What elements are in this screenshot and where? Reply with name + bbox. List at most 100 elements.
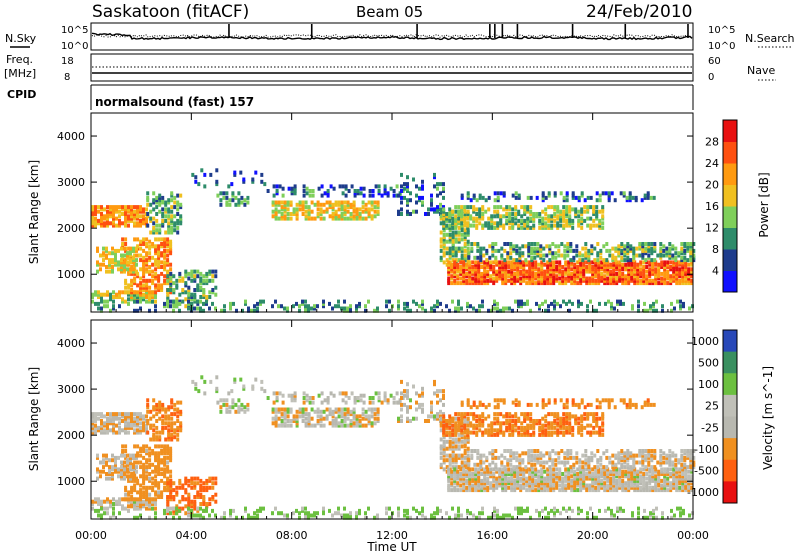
power-cell — [513, 262, 517, 267]
velocity-cell — [145, 492, 149, 497]
power-cell — [176, 202, 180, 207]
velocity-cell — [148, 465, 152, 470]
velocity-cell — [439, 444, 443, 449]
power-cell — [199, 285, 203, 290]
power-cell — [100, 207, 103, 212]
power-cell — [148, 239, 152, 244]
velocity-cell — [567, 483, 571, 488]
velocity-cell — [502, 515, 505, 520]
power-cell — [668, 242, 672, 246]
velocity-cell — [534, 474, 538, 479]
velocity-cell — [187, 513, 190, 518]
velocity-cell — [457, 508, 460, 513]
velocity-cell — [91, 423, 94, 428]
velocity-cell — [398, 400, 402, 405]
power-cell — [657, 262, 661, 267]
velocity-cell — [573, 481, 577, 486]
power-cell — [91, 299, 94, 304]
velocity-cell — [486, 472, 490, 476]
power-cell — [505, 205, 509, 210]
power-cell — [133, 262, 137, 267]
velocity-cell — [307, 416, 311, 421]
power-cell — [193, 269, 197, 274]
power-cell — [445, 239, 449, 244]
power-cell — [103, 221, 106, 226]
power-cell — [654, 262, 658, 267]
velocity-cell — [355, 515, 358, 520]
power-cell — [148, 251, 152, 256]
velocity-cell — [493, 506, 496, 511]
power-cell — [643, 301, 646, 306]
velocity-cell — [181, 485, 185, 490]
velocity-cell — [549, 483, 553, 488]
velocity-cell — [310, 513, 313, 518]
velocity-cell — [193, 481, 197, 486]
velocity-cell — [157, 490, 161, 495]
velocity-cell — [118, 430, 121, 435]
power-cell — [546, 276, 550, 281]
velocity-cell — [96, 453, 99, 458]
power-cell — [445, 225, 449, 230]
power-cell — [562, 198, 566, 203]
power-cell — [160, 253, 164, 258]
velocity-cell — [133, 444, 137, 449]
power-cell — [460, 195, 464, 200]
power-cell — [599, 248, 603, 253]
power-cell — [478, 193, 482, 198]
velocity-cell — [373, 515, 376, 520]
power-cell — [172, 290, 176, 295]
velocity-cell — [169, 490, 173, 495]
power-cell — [442, 242, 446, 246]
velocity-cell — [289, 409, 293, 414]
power-cell — [639, 281, 643, 286]
power-cell — [680, 258, 684, 263]
power-cell — [157, 237, 161, 242]
velocity-cell — [132, 462, 135, 467]
velocity-cell — [199, 513, 202, 518]
power-cell — [123, 253, 126, 258]
power-cell — [243, 202, 247, 207]
power-cell — [624, 281, 628, 286]
power-cell — [627, 267, 631, 272]
power-cell — [430, 202, 433, 207]
velocity-cell — [619, 506, 622, 511]
velocity-cell — [579, 472, 583, 476]
power-cell — [355, 308, 358, 313]
power-cell — [507, 262, 511, 267]
power-cell — [676, 299, 679, 304]
velocity-cell — [445, 458, 449, 463]
power-cell — [133, 276, 137, 281]
velocity-cell — [612, 485, 616, 490]
power-cell — [636, 267, 640, 272]
power-cell — [551, 251, 555, 256]
power-cell — [689, 251, 693, 256]
power-cell — [621, 267, 625, 272]
power-cell — [568, 209, 572, 214]
power-cell — [549, 278, 553, 283]
velocity-cell — [576, 478, 580, 483]
power-cell — [502, 207, 506, 212]
power-cell — [666, 274, 670, 279]
power-cell — [466, 239, 470, 244]
power-cell — [118, 209, 121, 214]
power-cell — [637, 304, 640, 309]
velocity-cell — [135, 453, 138, 458]
power-cell — [317, 186, 321, 191]
velocity-cell — [139, 425, 142, 430]
power-cell — [692, 242, 696, 246]
power-cell — [533, 255, 537, 260]
power-cell — [400, 212, 403, 216]
velocity-cell — [447, 478, 451, 483]
power-cell — [469, 223, 473, 228]
velocity-cell — [229, 513, 232, 518]
velocity-cell — [148, 446, 152, 451]
velocity-cell — [447, 476, 451, 481]
velocity-cell — [594, 488, 598, 493]
velocity-cell — [187, 504, 191, 509]
power-cell — [145, 285, 149, 290]
velocity-cell — [145, 414, 148, 419]
velocity-cell — [127, 476, 131, 481]
velocity-cell — [169, 485, 173, 490]
power-cell — [179, 216, 183, 221]
velocity-cell — [448, 442, 452, 447]
